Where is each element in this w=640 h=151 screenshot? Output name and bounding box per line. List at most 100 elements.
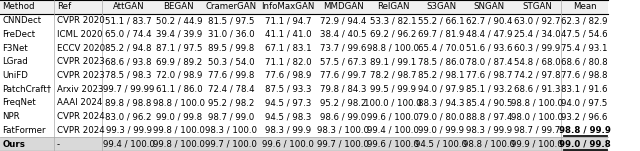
- Text: 69.2 / 96.2: 69.2 / 96.2: [370, 30, 417, 39]
- Text: FreqNet: FreqNet: [3, 98, 36, 108]
- Bar: [417, 137, 465, 151]
- Bar: [317, 0, 369, 14]
- Bar: [259, 0, 317, 14]
- Text: 98.3 / 100.0: 98.3 / 100.0: [205, 126, 257, 135]
- Text: Mean: Mean: [573, 2, 596, 11]
- Text: 83.1 / 91.6: 83.1 / 91.6: [561, 85, 608, 94]
- Text: 47.5 / 54.6: 47.5 / 54.6: [561, 30, 608, 39]
- Text: 99.7 / 100.0: 99.7 / 100.0: [317, 140, 369, 149]
- Bar: [155, 0, 203, 14]
- Text: 99.9 / 100.0: 99.9 / 100.0: [511, 140, 563, 149]
- Text: 77.6 / 98.9: 77.6 / 98.9: [265, 71, 311, 80]
- Text: 72.4 / 78.4: 72.4 / 78.4: [208, 85, 254, 94]
- Text: 95.2 / 98.2: 95.2 / 98.2: [208, 98, 254, 108]
- Bar: [102, 137, 155, 151]
- Text: 68.6 / 80.8: 68.6 / 80.8: [561, 57, 608, 66]
- Text: Ref: Ref: [57, 2, 71, 11]
- Text: 99.8 / 100.0: 99.8 / 100.0: [153, 140, 205, 149]
- Text: 99.3 / 99.9: 99.3 / 99.9: [106, 126, 152, 135]
- Text: 71.1 / 82.0: 71.1 / 82.0: [265, 57, 311, 66]
- Text: Method: Method: [3, 2, 35, 11]
- Text: 98.8 / 99.9: 98.8 / 99.9: [559, 126, 611, 135]
- Text: AAAI 2024: AAAI 2024: [57, 98, 102, 108]
- Text: SNGAN: SNGAN: [474, 2, 505, 11]
- Text: 98.3 / 100.0: 98.3 / 100.0: [317, 126, 369, 135]
- Text: FreDect: FreDect: [3, 30, 36, 39]
- Text: 98.8 / 100.0: 98.8 / 100.0: [153, 98, 205, 108]
- Text: 94.5 / 98.3: 94.5 / 98.3: [265, 112, 311, 121]
- Text: 79.8 / 84.3: 79.8 / 84.3: [320, 85, 366, 94]
- Bar: [369, 0, 417, 14]
- Text: 94.5 / 97.3: 94.5 / 97.3: [265, 98, 311, 108]
- Text: 89.8 / 98.8: 89.8 / 98.8: [106, 98, 152, 108]
- Text: 77.6 / 98.8: 77.6 / 98.8: [561, 71, 608, 80]
- Text: 38.4 / 40.5: 38.4 / 40.5: [320, 30, 366, 39]
- Bar: [561, 137, 608, 151]
- Text: PatchCraft†: PatchCraft†: [3, 85, 52, 94]
- Bar: [155, 137, 203, 151]
- Text: CVPR 2023: CVPR 2023: [57, 57, 105, 66]
- Text: UniFD: UniFD: [3, 71, 28, 80]
- Text: 72.0 / 98.9: 72.0 / 98.9: [156, 71, 202, 80]
- Text: Arxiv 2023: Arxiv 2023: [57, 85, 104, 94]
- Text: 85.1 / 93.2: 85.1 / 93.2: [466, 85, 513, 94]
- Text: CVPR 2020: CVPR 2020: [57, 16, 105, 25]
- Text: FatFormer: FatFormer: [3, 126, 46, 135]
- Text: 55.2 / 66.1: 55.2 / 66.1: [418, 16, 465, 25]
- Bar: [102, 0, 155, 14]
- Text: 54.8 / 68.0: 54.8 / 68.0: [514, 57, 561, 66]
- Text: 67.1 / 83.1: 67.1 / 83.1: [265, 43, 311, 53]
- Text: 99.0 / 99.9: 99.0 / 99.9: [419, 126, 464, 135]
- Text: 98.0 / 100.0: 98.0 / 100.0: [511, 112, 563, 121]
- Bar: [465, 0, 513, 14]
- Bar: [513, 137, 561, 151]
- Text: 98.3 / 99.9: 98.3 / 99.9: [466, 126, 513, 135]
- Text: 57.5 / 67.3: 57.5 / 67.3: [320, 57, 366, 66]
- Text: 50.2 / 44.9: 50.2 / 44.9: [156, 16, 202, 25]
- Text: 78.5 / 86.0: 78.5 / 86.0: [418, 57, 465, 66]
- Text: 78.0 / 87.4: 78.0 / 87.4: [466, 57, 513, 66]
- Text: 99.5 / 99.9: 99.5 / 99.9: [371, 85, 416, 94]
- Text: 87.5 / 93.3: 87.5 / 93.3: [265, 85, 311, 94]
- Text: CVPR 2024: CVPR 2024: [57, 112, 105, 121]
- Text: 85.4 / 90.5: 85.4 / 90.5: [466, 98, 513, 108]
- Text: STGAN: STGAN: [522, 2, 552, 11]
- Text: 99.8 / 100.0: 99.8 / 100.0: [153, 126, 205, 135]
- Text: 99.6 / 100.0: 99.6 / 100.0: [262, 140, 314, 149]
- Text: 88.8 / 97.4: 88.8 / 97.4: [466, 112, 513, 121]
- Text: 77.6 / 98.7: 77.6 / 98.7: [466, 71, 513, 80]
- Text: 98.3 / 99.9: 98.3 / 99.9: [265, 126, 311, 135]
- Text: 98.7 / 99.0: 98.7 / 99.0: [208, 112, 254, 121]
- Bar: [513, 0, 561, 14]
- Bar: [0, 137, 54, 151]
- Text: 77.6 / 99.7: 77.6 / 99.7: [320, 71, 366, 80]
- Text: 94.0 / 97.9: 94.0 / 97.9: [418, 85, 465, 94]
- Text: 95.2 / 98.2: 95.2 / 98.2: [320, 98, 366, 108]
- Text: 99.0 / 99.8: 99.0 / 99.8: [156, 112, 202, 121]
- Text: 68.6 / 93.8: 68.6 / 93.8: [106, 57, 152, 66]
- Text: 74.2 / 97.8: 74.2 / 97.8: [514, 71, 561, 80]
- Text: -: -: [57, 140, 60, 149]
- Text: LGrad: LGrad: [3, 57, 28, 66]
- Text: InfoMaxGAN: InfoMaxGAN: [261, 2, 315, 11]
- Bar: [317, 137, 369, 151]
- Text: F3Net: F3Net: [3, 43, 28, 53]
- Text: 93.2 / 96.6: 93.2 / 96.6: [561, 112, 608, 121]
- Text: 73.7 / 99.6: 73.7 / 99.6: [320, 43, 366, 53]
- Text: 41.1 / 41.0: 41.1 / 41.0: [265, 30, 311, 39]
- Text: CVPR 2024: CVPR 2024: [57, 126, 105, 135]
- Text: 61.1 / 86.0: 61.1 / 86.0: [156, 85, 202, 94]
- Text: 51.6 / 93.6: 51.6 / 93.6: [466, 43, 513, 53]
- Bar: [54, 137, 102, 151]
- Text: 69.7 / 81.9: 69.7 / 81.9: [418, 30, 465, 39]
- Text: 89.1 / 99.1: 89.1 / 99.1: [370, 57, 417, 66]
- Text: 98.8 / 100.0: 98.8 / 100.0: [367, 43, 419, 53]
- Bar: [465, 137, 513, 151]
- Text: 71.1 / 94.7: 71.1 / 94.7: [265, 16, 311, 25]
- Text: 53.3 / 82.1: 53.3 / 82.1: [370, 16, 417, 25]
- Text: 94.5 / 100.0: 94.5 / 100.0: [415, 140, 467, 149]
- Text: 63.0 / 92.7: 63.0 / 92.7: [514, 16, 561, 25]
- Text: 39.4 / 39.9: 39.4 / 39.9: [156, 30, 202, 39]
- Text: 81.5 / 97.5: 81.5 / 97.5: [208, 16, 254, 25]
- Text: 85.2 / 98.1: 85.2 / 98.1: [418, 71, 465, 80]
